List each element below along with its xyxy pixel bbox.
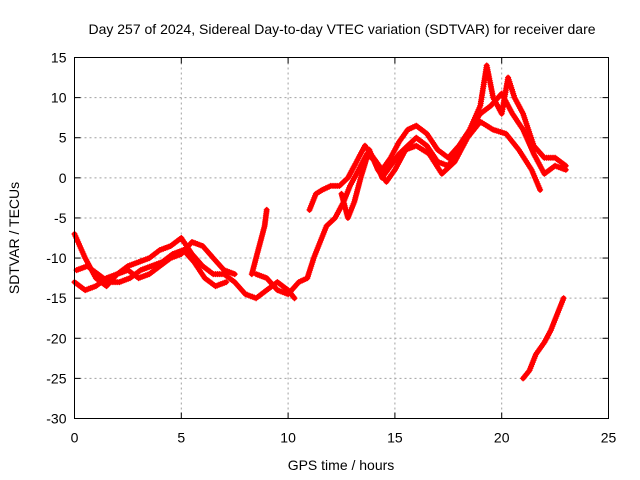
x-axis-label: GPS time / hours — [288, 457, 395, 473]
x-tick-label: 10 — [280, 430, 296, 446]
series-track-4 — [248, 206, 270, 278]
y-tick-label: -20 — [46, 330, 66, 346]
series-track-1 — [71, 231, 298, 302]
series-markers — [71, 231, 298, 302]
series-line — [253, 63, 569, 297]
y-tick-label: 0 — [59, 170, 67, 186]
plot-frame — [74, 57, 609, 419]
chart-title: Day 257 of 2024, Sidereal Day-to-day VTE… — [88, 21, 595, 37]
series-track-3 — [73, 247, 230, 290]
grid — [74, 57, 609, 419]
series-markers — [520, 295, 567, 382]
y-tick-label: -5 — [54, 210, 67, 226]
x-tick-label: 0 — [71, 430, 79, 446]
series-markers — [73, 247, 230, 290]
x-tick-label: 20 — [494, 430, 510, 446]
series-markers — [248, 206, 270, 278]
x-tick-label: 5 — [177, 430, 185, 446]
y-tick-label: -25 — [46, 370, 66, 386]
series-track-6 — [306, 90, 569, 213]
y-tick-label: 5 — [59, 130, 67, 146]
series-markers — [338, 118, 544, 221]
series-markers — [306, 90, 569, 213]
series-track-8 — [520, 295, 567, 382]
x-tick-label: 15 — [387, 430, 403, 446]
y-tick-label: 15 — [51, 50, 67, 66]
y-tick-label: -10 — [46, 250, 66, 266]
axes: 0 5 10 15 20 25 -30 -25 -20 -15 -10 -5 0 5 10 15 — [46, 50, 616, 446]
y-tick-label: -15 — [46, 290, 66, 306]
series-track-7 — [338, 118, 544, 221]
y-tick-label: -30 — [46, 411, 66, 427]
x-tick-label: 25 — [601, 430, 617, 446]
y-axis-label: SDTVAR / TECUs — [6, 182, 22, 294]
data-series — [71, 62, 569, 382]
y-tick-label: 10 — [51, 90, 67, 106]
